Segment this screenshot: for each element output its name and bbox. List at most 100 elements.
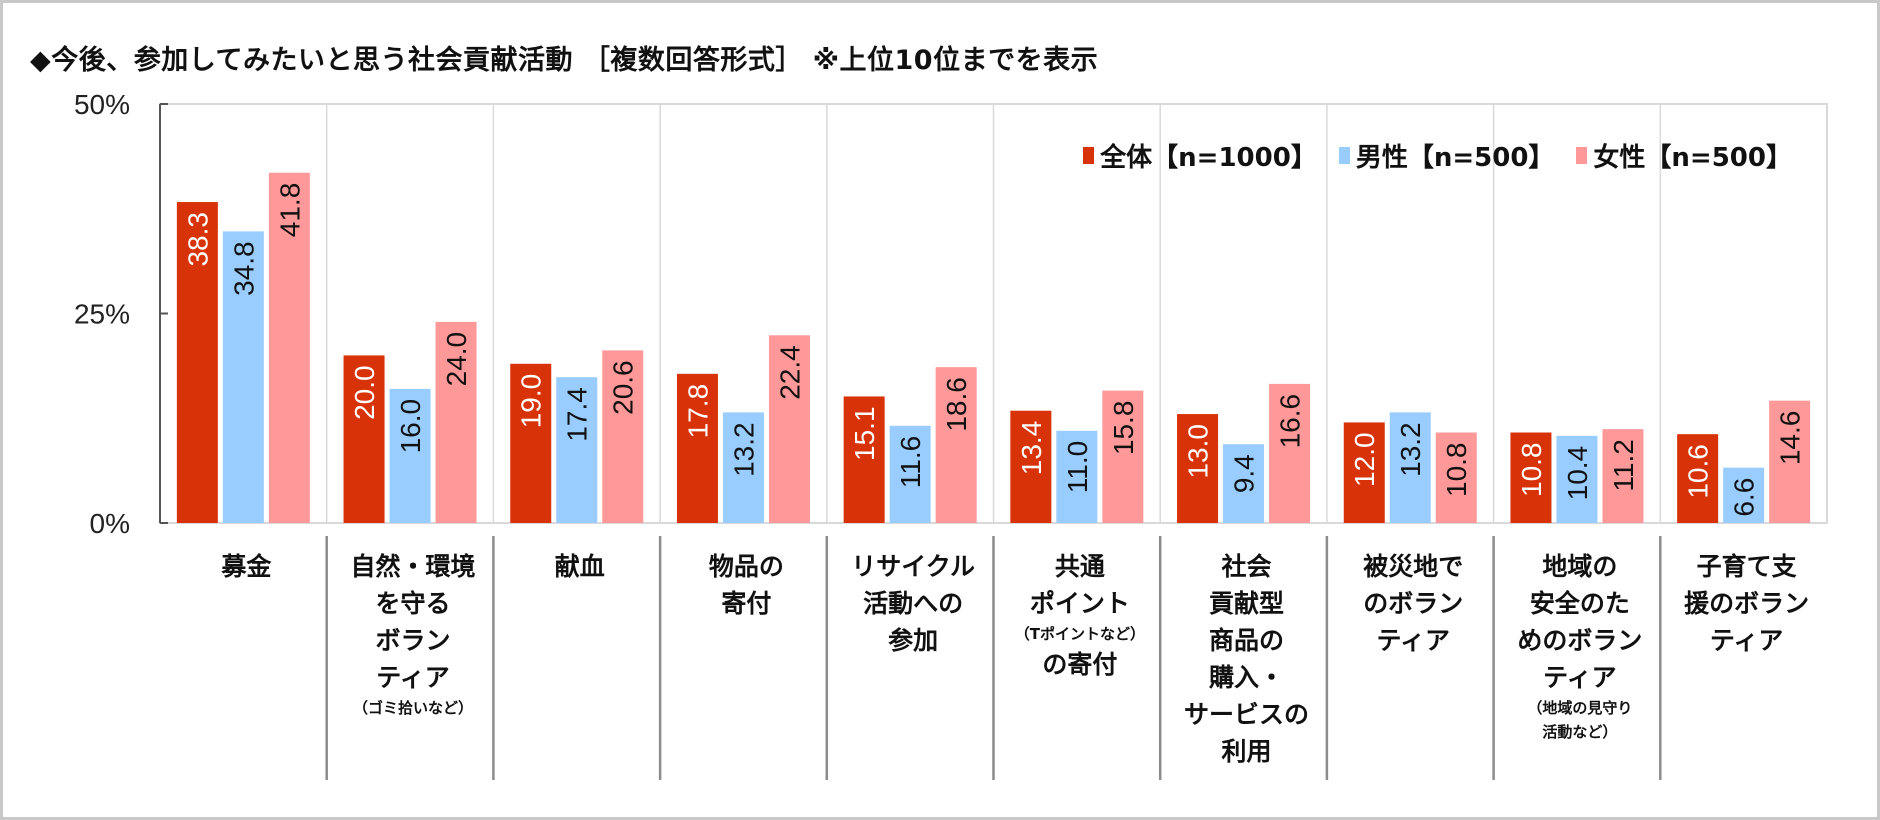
data-label-all: 13.0 <box>1183 424 1214 479</box>
bar-all <box>510 363 552 523</box>
category-line: 貢献型 <box>1209 589 1285 618</box>
bar-male <box>1723 467 1765 523</box>
category-line: 援のボラン <box>1684 589 1810 618</box>
data-label-male: 34.8 <box>228 241 259 296</box>
data-label-male: 11.0 <box>1062 441 1093 493</box>
category-line: 募金 <box>221 552 272 581</box>
bar-female <box>768 335 810 523</box>
data-label-all: 12.0 <box>1349 432 1380 487</box>
category-line: 献血 <box>554 552 605 581</box>
data-label-male: 13.2 <box>728 422 759 477</box>
bar-female <box>935 367 977 523</box>
data-label-male: 10.4 <box>1562 446 1593 501</box>
bar-female <box>435 321 477 523</box>
bar-male <box>556 377 598 523</box>
category-line: を守る <box>375 589 451 618</box>
data-label-male: 13.2 <box>1395 422 1426 477</box>
category-line: 地域の <box>1542 552 1618 581</box>
y-tick-label: 50% <box>74 89 130 120</box>
legend-item-male: 男性【n=500】 <box>1338 137 1555 174</box>
category-note: 活動など） <box>1542 723 1618 741</box>
legend-label-female: 女性【n=500】 <box>1593 143 1792 173</box>
data-label-all: 38.3 <box>182 212 213 267</box>
category-line: 物品の <box>708 552 784 581</box>
bar-male <box>1389 412 1431 523</box>
bar-male <box>1223 444 1265 523</box>
bar-all <box>1510 432 1552 523</box>
bar-all <box>176 202 218 523</box>
bar-female <box>1269 383 1311 523</box>
category-line: 購入・ <box>1209 663 1285 692</box>
category-line: めのボラン <box>1517 626 1643 655</box>
y-tick-label: 25% <box>74 299 130 330</box>
bar-male <box>222 231 264 523</box>
legend-swatch-male <box>1338 147 1350 164</box>
category-line: 自然・環境 <box>350 552 476 581</box>
bar-all <box>676 373 718 523</box>
legend-item-all: 全体【n=1000】 <box>1083 137 1317 174</box>
category-label: 募金 <box>166 548 326 585</box>
bar-female <box>268 172 310 523</box>
legend-label-all: 全体【n=1000】 <box>1100 143 1317 173</box>
data-label-female: 10.8 <box>1441 442 1472 497</box>
data-label-all: 15.1 <box>849 406 880 461</box>
bar-male <box>889 425 931 523</box>
category-line: 商品の <box>1209 626 1285 655</box>
data-label-all: 13.4 <box>1016 421 1047 476</box>
data-label-female: 11.2 <box>1608 439 1639 491</box>
category-line: 寄付 <box>721 589 772 618</box>
data-label-all: 19.0 <box>516 374 547 429</box>
category-line: ティア <box>1376 626 1450 655</box>
category-note: （地域の見守り <box>1527 699 1633 717</box>
category-line: サービスの <box>1184 700 1310 729</box>
category-line: 安全のた <box>1529 589 1630 618</box>
bar-female <box>1102 390 1144 523</box>
category-line: ティア <box>376 663 450 692</box>
data-label-male: 9.4 <box>1229 454 1260 493</box>
category-label: 共通 ポイント （Tポイントなど） の寄付 <box>1000 548 1160 683</box>
legend-label-male: 男性【n=500】 <box>1355 143 1555 173</box>
category-note: （Tポイントなど） <box>1014 625 1145 643</box>
bar-all <box>1177 414 1219 523</box>
y-tick-label: 0% <box>90 508 130 539</box>
bar-all <box>1677 434 1719 523</box>
category-label: 被災地で のボラン ティア <box>1333 548 1493 659</box>
bar-female <box>1602 429 1644 523</box>
category-line: ティア <box>1709 626 1784 655</box>
data-label-female: 22.4 <box>774 345 805 400</box>
chart-title: ◆今後、参加してみたいと思う社会貢献活動 ［複数回答形式］ ※上位10位までを表… <box>30 45 1099 76</box>
data-label-female: 41.8 <box>274 183 305 238</box>
category-label: 子育て支援のボランティア <box>1667 548 1827 659</box>
data-label-female: 16.6 <box>1275 394 1306 449</box>
category-line: ボラン <box>375 626 451 655</box>
legend: 全体【n=1000】 男性【n=500】 女性【n=500】 <box>1083 137 1792 174</box>
data-label-male: 11.6 <box>895 436 926 488</box>
category-label: 物品の 寄付 <box>666 548 826 622</box>
data-label-female: 18.6 <box>941 377 972 432</box>
legend-swatch-all <box>1083 147 1095 164</box>
category-line: 子育て支 <box>1696 552 1797 581</box>
bar-female <box>1769 400 1811 523</box>
category-label: 社会 貢献型 商品の 購入・ サービスの 利用 <box>1167 548 1327 770</box>
data-label-female: 20.6 <box>608 360 639 415</box>
bar-male <box>389 388 431 523</box>
category-line: 利用 <box>1221 737 1272 766</box>
bar-male <box>722 412 764 523</box>
bar-all <box>343 355 385 523</box>
data-label-all: 17.8 <box>682 384 713 439</box>
data-label-all: 10.8 <box>1516 442 1547 497</box>
data-label-female: 24.0 <box>441 332 472 387</box>
bar-male <box>1056 430 1098 523</box>
bar-all <box>1010 410 1052 523</box>
category-line: 共通 <box>1054 552 1105 581</box>
bar-all <box>1343 422 1385 523</box>
data-label-female: 14.6 <box>1775 411 1806 466</box>
bar-all <box>843 396 885 523</box>
category-line: リサイクル <box>851 552 976 581</box>
data-label-female: 15.8 <box>1108 401 1139 456</box>
category-note: （ゴミ拾いなど） <box>353 699 474 717</box>
data-label-all: 20.0 <box>349 365 380 420</box>
category-line: 参加 <box>888 626 939 655</box>
legend-item-female: 女性【n=500】 <box>1576 137 1792 174</box>
